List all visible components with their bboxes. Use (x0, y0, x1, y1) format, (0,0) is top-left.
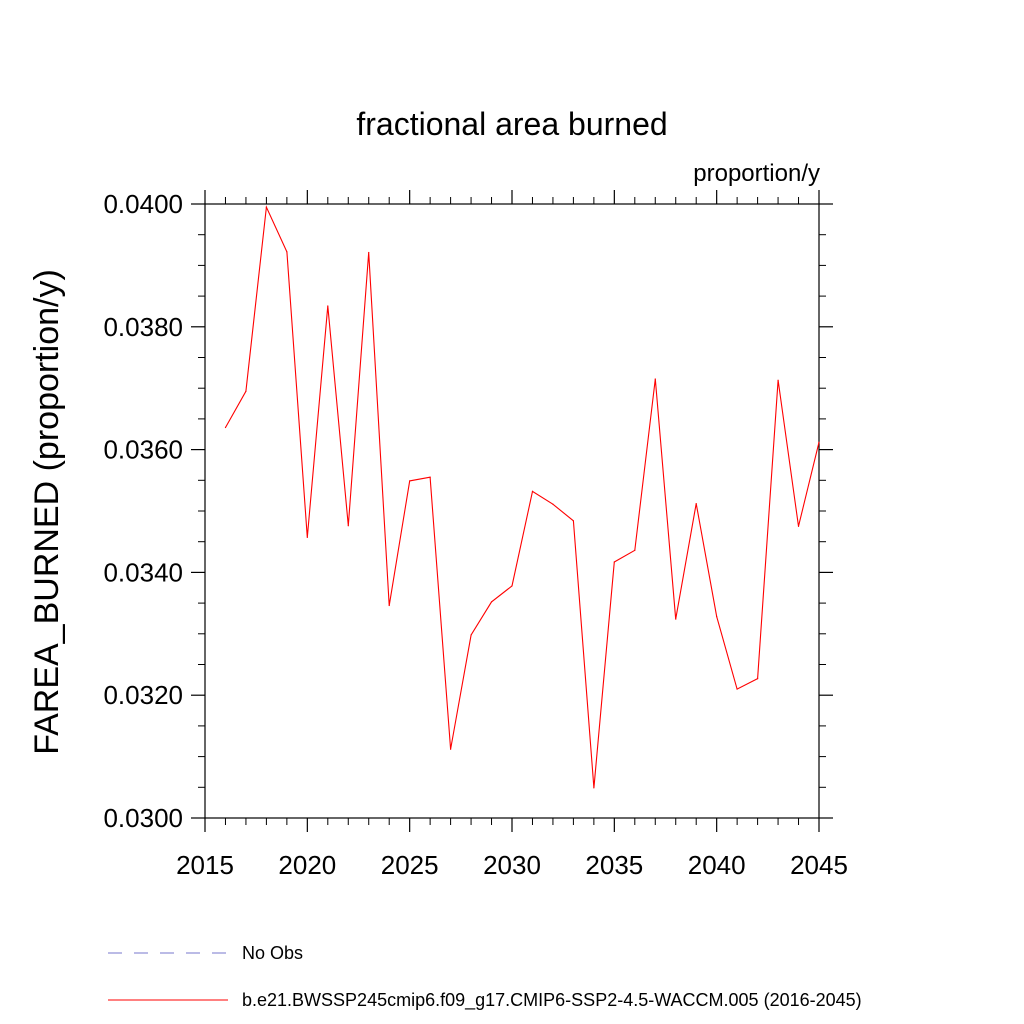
data-point (429, 476, 431, 478)
x-tick-label: 2030 (483, 850, 541, 880)
data-point (265, 206, 267, 208)
data-point (511, 585, 513, 587)
axis-tick-labels: 2015 2020 2025 2030 2035 2040 2045 0.0300 0.0320… (103, 189, 847, 880)
data-point (572, 520, 575, 522)
x-tick-label: 2045 (790, 850, 848, 880)
data-point (716, 616, 718, 618)
legend: No Obs b.e21.BWSSP245cmip6.f09_g17.CMIP6-… (108, 943, 862, 1011)
legend-label: b.e21.BWSSP245cmip6.f09_g17.CMIP6-SSP2-4… (242, 990, 862, 1011)
data-point (306, 536, 308, 539)
series-line (225, 205, 820, 788)
x-tick-label: 2015 (176, 850, 234, 880)
data-point (450, 748, 452, 750)
legend-label: No Obs (242, 943, 303, 963)
data-point (654, 378, 656, 380)
data-point (347, 525, 349, 527)
data-point (409, 480, 411, 482)
data-point (327, 305, 329, 307)
x-tick-label: 2035 (585, 850, 643, 880)
data-point (818, 441, 820, 443)
y-tick-label: 0.0400 (103, 189, 183, 219)
units-label: proportion/y (693, 160, 820, 187)
plot-frame (204, 203, 820, 819)
data-point (675, 618, 677, 620)
x-tick-label: 2020 (278, 850, 336, 880)
data-point (757, 678, 759, 680)
y-axis-label: FAREA_BURNED (proportion/y) (28, 269, 66, 755)
data-point (777, 379, 779, 381)
data-point (736, 688, 738, 690)
data-point (531, 490, 534, 492)
chart-title: fractional area burned (356, 106, 667, 142)
data-point (388, 604, 390, 607)
data-point (613, 561, 615, 563)
data-point (490, 601, 493, 603)
x-tick-label: 2025 (381, 850, 439, 880)
data-point (634, 549, 636, 551)
data-point (695, 503, 697, 505)
data-point (593, 787, 595, 789)
y-tick-label: 0.0300 (103, 803, 183, 833)
y-tick-label: 0.0340 (103, 557, 183, 587)
data-point (470, 634, 472, 636)
y-tick-label: 0.0380 (103, 312, 183, 342)
axis-ticks (191, 190, 833, 832)
data-point (368, 251, 370, 254)
data-point (224, 426, 227, 429)
x-tick-label: 2040 (688, 850, 746, 880)
data-point (797, 525, 800, 527)
series-layer (224, 205, 820, 789)
data-point (245, 390, 247, 392)
y-tick-label: 0.0320 (103, 680, 183, 710)
data-point (286, 251, 288, 253)
y-tick-label: 0.0360 (103, 435, 183, 465)
data-point (552, 503, 554, 505)
